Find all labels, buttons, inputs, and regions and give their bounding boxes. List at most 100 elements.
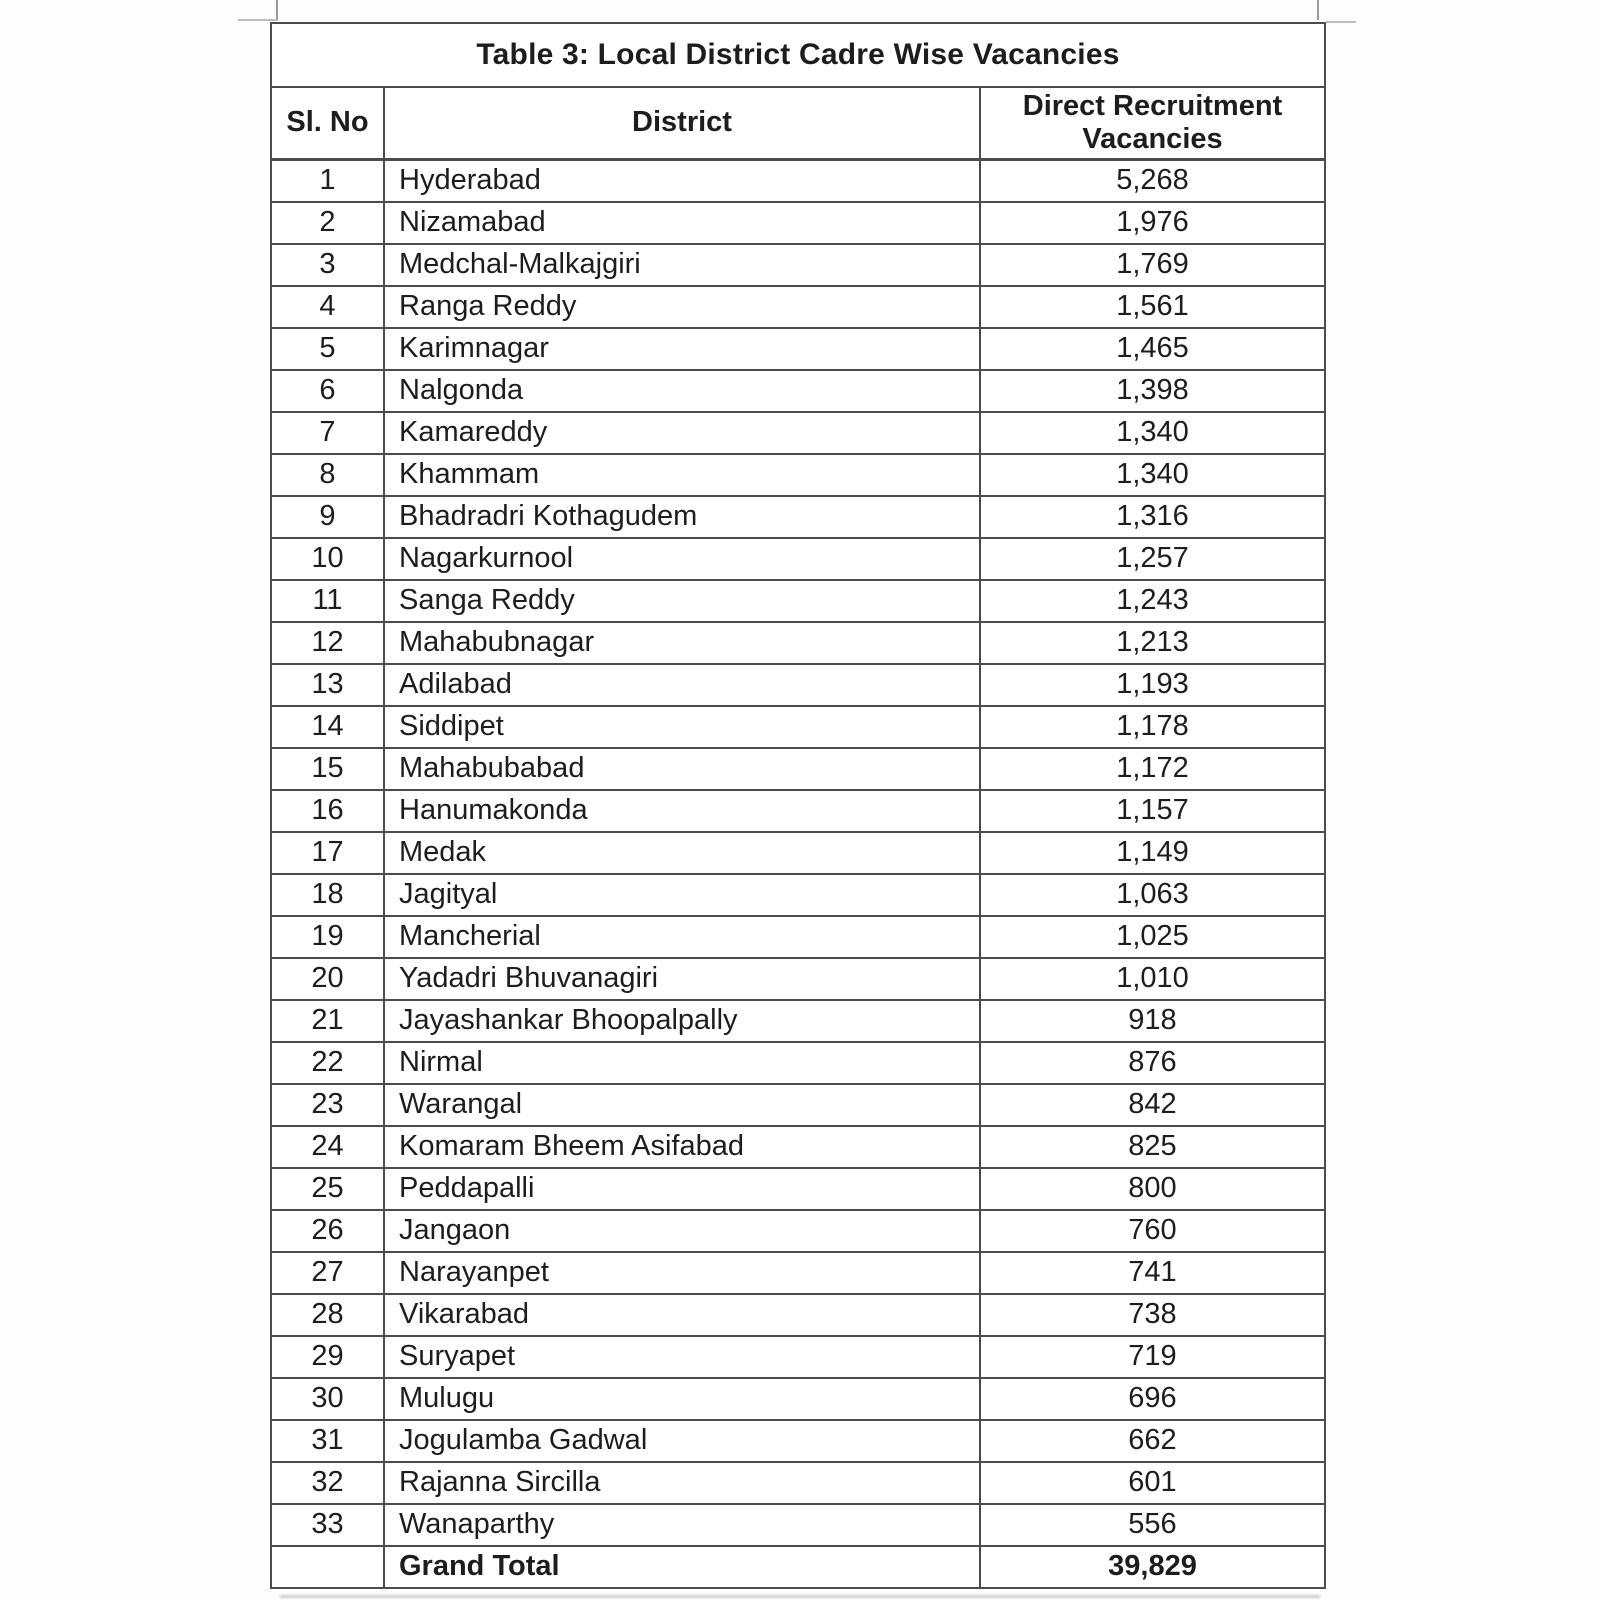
sl-no-cell: 28 — [270, 1292, 385, 1337]
district-cell: Warangal — [383, 1082, 981, 1127]
table-row: 30 Mulugu 696 — [270, 1376, 1326, 1421]
sl-no-cell: 13 — [270, 662, 385, 707]
sl-no-cell: 21 — [270, 998, 385, 1043]
sl-no-cell: 11 — [270, 578, 385, 623]
vacancies-cell: 876 — [979, 1040, 1326, 1085]
sl-no-cell: 12 — [270, 620, 385, 665]
district-cell: Jangaon — [383, 1208, 981, 1253]
vacancies-cell: 738 — [979, 1292, 1326, 1337]
district-cell: Mahabubnagar — [383, 620, 981, 665]
vacancies-cell: 741 — [979, 1250, 1326, 1295]
district-cell: Khammam — [383, 452, 981, 497]
district-cell: Mulugu — [383, 1376, 981, 1421]
table-row: 28 Vikarabad 738 — [270, 1292, 1326, 1337]
table-row: 1 Hyderabad 5,268 — [270, 158, 1326, 203]
vacancies-cell: 825 — [979, 1124, 1326, 1169]
sl-no-cell: 4 — [270, 284, 385, 329]
table-body: 1 Hyderabad 5,268 2 Nizamabad 1,976 3 Me… — [270, 158, 1326, 1589]
artifact-top-left-horizontal-line — [238, 19, 278, 21]
table-row: 20 Yadadri Bhuvanagiri 1,010 — [270, 956, 1326, 1001]
sl-no-cell: 5 — [270, 326, 385, 371]
table-header-row: Sl. No District Direct Recruitment Vacan… — [270, 86, 1326, 161]
district-cell: Jogulamba Gadwal — [383, 1418, 981, 1463]
sl-no-cell: 15 — [270, 746, 385, 791]
district-cell: Mancherial — [383, 914, 981, 959]
district-cell: Jagityal — [383, 872, 981, 917]
sl-no-cell: 17 — [270, 830, 385, 875]
table-row: 13 Adilabad 1,193 — [270, 662, 1326, 707]
vacancies-cell: 601 — [979, 1460, 1326, 1505]
sl-no-cell: 3 — [270, 242, 385, 287]
table-row: 22 Nirmal 876 — [270, 1040, 1326, 1085]
district-cell: Mahabubabad — [383, 746, 981, 791]
table-row: 6 Nalgonda 1,398 — [270, 368, 1326, 413]
district-cell: Ranga Reddy — [383, 284, 981, 329]
sl-no-cell: 33 — [270, 1502, 385, 1547]
vacancies-cell: 1,193 — [979, 662, 1326, 707]
vacancies-cell: 5,268 — [979, 158, 1326, 203]
column-header-sl-no: Sl. No — [270, 86, 385, 161]
vacancies-table: Table 3: Local District Cadre Wise Vacan… — [270, 22, 1326, 1589]
vacancies-cell: 760 — [979, 1208, 1326, 1253]
artifact-top-left-vertical-line — [276, 0, 278, 19]
vacancies-cell: 842 — [979, 1082, 1326, 1127]
sl-no-cell: 16 — [270, 788, 385, 833]
district-cell: Vikarabad — [383, 1292, 981, 1337]
vacancies-cell: 1,769 — [979, 242, 1326, 287]
vacancies-cell: 1,063 — [979, 872, 1326, 917]
artifact-top-right-horizontal-line — [1326, 21, 1356, 23]
vacancies-cell: 1,213 — [979, 620, 1326, 665]
vacancies-cell: 1,316 — [979, 494, 1326, 539]
district-cell: Hanumakonda — [383, 788, 981, 833]
district-cell: Kamareddy — [383, 410, 981, 455]
district-cell: Nalgonda — [383, 368, 981, 413]
table-title-row: Table 3: Local District Cadre Wise Vacan… — [270, 22, 1326, 88]
table-row: 5 Karimnagar 1,465 — [270, 326, 1326, 371]
grand-total-row: Grand Total 39,829 — [270, 1544, 1326, 1589]
sl-no-cell: 2 — [270, 200, 385, 245]
district-cell: Komaram Bheem Asifabad — [383, 1124, 981, 1169]
sl-no-cell: 19 — [270, 914, 385, 959]
vacancies-cell: 1,561 — [979, 284, 1326, 329]
vacancies-cell: 1,157 — [979, 788, 1326, 833]
district-cell: Yadadri Bhuvanagiri — [383, 956, 981, 1001]
column-header-vacancies: Direct Recruitment Vacancies — [979, 86, 1326, 161]
table-row: 9 Bhadradri Kothagudem 1,316 — [270, 494, 1326, 539]
sl-no-cell: 29 — [270, 1334, 385, 1379]
table-row: 31 Jogulamba Gadwal 662 — [270, 1418, 1326, 1463]
artifact-top-right-vertical-line — [1317, 0, 1319, 20]
table-row: 16 Hanumakonda 1,157 — [270, 788, 1326, 833]
sl-no-cell: 9 — [270, 494, 385, 539]
vacancies-cell: 662 — [979, 1418, 1326, 1463]
table-row: 33 Wanaparthy 556 — [270, 1502, 1326, 1547]
sl-no-cell: 10 — [270, 536, 385, 581]
table-row: 10 Nagarkurnool 1,257 — [270, 536, 1326, 581]
vacancies-cell: 1,172 — [979, 746, 1326, 791]
district-cell: Siddipet — [383, 704, 981, 749]
table-row: 14 Siddipet 1,178 — [270, 704, 1326, 749]
vacancies-cell: 918 — [979, 998, 1326, 1043]
district-cell: Wanaparthy — [383, 1502, 981, 1547]
vacancies-cell: 1,398 — [979, 368, 1326, 413]
table-row: 29 Suryapet 719 — [270, 1334, 1326, 1379]
district-cell: Peddapalli — [383, 1166, 981, 1211]
sl-no-cell: 7 — [270, 410, 385, 455]
district-cell: Jayashankar Bhoopalpally — [383, 998, 981, 1043]
table-row: 26 Jangaon 760 — [270, 1208, 1326, 1253]
district-cell: Suryapet — [383, 1334, 981, 1379]
grand-total-value: 39,829 — [979, 1544, 1326, 1589]
sl-no-cell: 31 — [270, 1418, 385, 1463]
table-row: 17 Medak 1,149 — [270, 830, 1326, 875]
column-header-district: District — [383, 86, 981, 161]
sl-no-cell: 27 — [270, 1250, 385, 1295]
table-row: 11 Sanga Reddy 1,243 — [270, 578, 1326, 623]
vacancies-cell: 1,025 — [979, 914, 1326, 959]
artifact-bottom-scan-smudge — [280, 1595, 1320, 1598]
sl-no-cell: 32 — [270, 1460, 385, 1505]
table-row: 23 Warangal 842 — [270, 1082, 1326, 1127]
vacancies-cell: 696 — [979, 1376, 1326, 1421]
district-cell: Narayanpet — [383, 1250, 981, 1295]
vacancies-cell: 1,976 — [979, 200, 1326, 245]
district-cell: Karimnagar — [383, 326, 981, 371]
district-cell: Medchal-Malkajgiri — [383, 242, 981, 287]
